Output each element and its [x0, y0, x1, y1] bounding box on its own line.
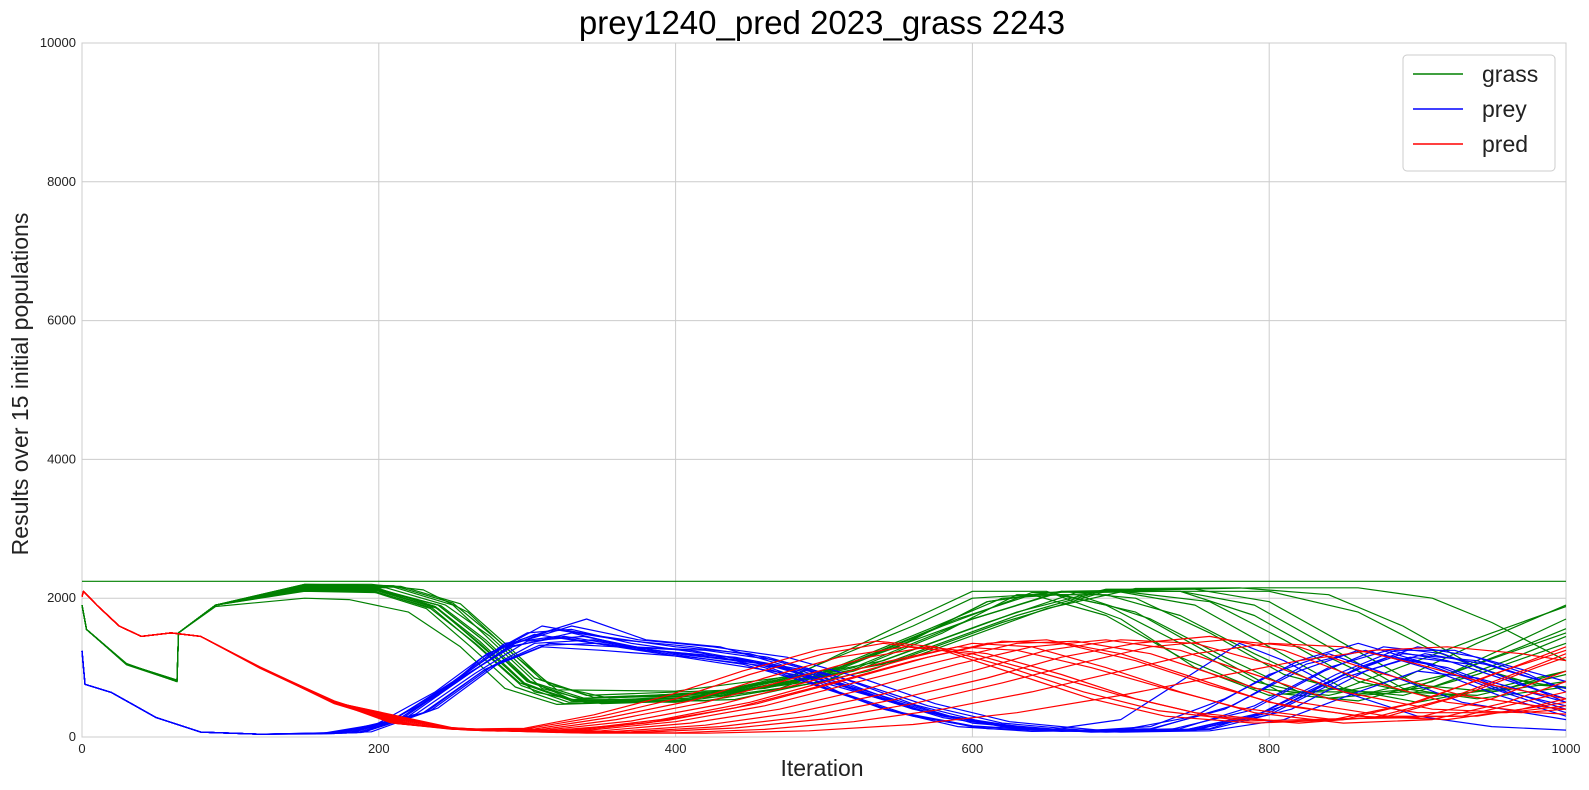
grass-line-15 [81, 583, 1567, 698]
y-tick-labels: 0 2000 4000 6000 8000 10000 [40, 35, 76, 744]
legend-label-prey: prey [1482, 96, 1527, 122]
x-tick-label: 800 [1258, 741, 1280, 756]
x-tick-label: 400 [665, 741, 687, 756]
pred-line-44 [81, 590, 1567, 734]
y-tick-label: 0 [69, 729, 76, 744]
y-tick-label: 2000 [47, 590, 76, 605]
legend-label-pred: pred [1482, 131, 1528, 157]
grid-lines [81, 42, 1567, 738]
chart-title: prey1240_pred 2023_grass 2243 [579, 4, 1065, 41]
plot-frame [81, 42, 1567, 738]
x-axis-label: Iteration [780, 755, 863, 781]
x-tick-labels: 0 200 400 600 800 1000 [78, 741, 1580, 756]
y-tick-label: 6000 [47, 313, 76, 328]
grass-line-7 [81, 585, 1567, 696]
y-axis-label: Results over 15 initial populations [7, 213, 33, 556]
legend: grass prey pred [1402, 54, 1556, 172]
series-lines [81, 580, 1567, 735]
pred-line-39 [81, 590, 1567, 730]
legend-box [1402, 54, 1556, 172]
y-tick-label: 10000 [40, 35, 76, 50]
x-tick-label: 1000 [1552, 741, 1581, 756]
x-tick-label: 600 [962, 741, 984, 756]
legend-label-grass: grass [1482, 61, 1538, 87]
x-tick-label: 0 [78, 741, 85, 756]
prey-line-29 [81, 642, 1567, 735]
y-tick-label: 4000 [47, 451, 76, 466]
grass-line-14 [81, 588, 1567, 701]
grass-line-2 [81, 588, 1567, 702]
x-tick-label: 200 [368, 741, 390, 756]
y-tick-label: 8000 [47, 174, 76, 189]
